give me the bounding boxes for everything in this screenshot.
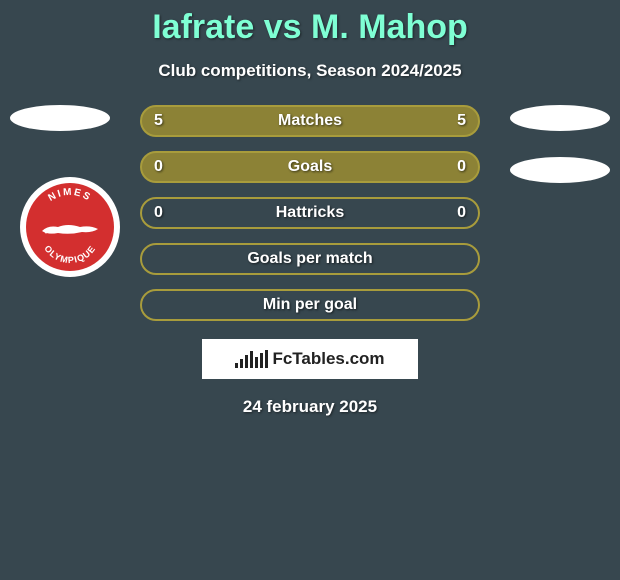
stat-row: 0Goals0 bbox=[140, 151, 480, 183]
stat-row: Min per goal bbox=[140, 289, 480, 321]
page-subtitle: Club competitions, Season 2024/2025 bbox=[0, 61, 620, 81]
stat-label: Matches bbox=[174, 112, 446, 130]
bar-icon bbox=[250, 351, 253, 368]
bar-icon bbox=[260, 353, 263, 368]
stat-right-value: 0 bbox=[446, 158, 466, 176]
bar-icon bbox=[245, 355, 248, 368]
page-title: Iafrate vs M. Mahop bbox=[0, 0, 620, 47]
stat-left-value: 5 bbox=[154, 112, 174, 130]
date-text: 24 february 2025 bbox=[0, 397, 620, 417]
stat-left-value: 0 bbox=[154, 204, 174, 222]
right-ellipse-top-icon bbox=[510, 105, 610, 131]
stat-row: 0Hattricks0 bbox=[140, 197, 480, 229]
left-ellipse-icon bbox=[10, 105, 110, 131]
brand-box: FcTables.com bbox=[202, 339, 418, 379]
content-area: NIMES OLYMPIQUE 5Matches50Goals00Ha bbox=[0, 105, 620, 417]
stat-right-value: 0 bbox=[446, 204, 466, 222]
svg-text:OLYMPIQUE: OLYMPIQUE bbox=[42, 243, 97, 265]
right-ellipse-bottom-icon bbox=[510, 157, 610, 183]
stat-row: 5Matches5 bbox=[140, 105, 480, 137]
bar-icon bbox=[255, 357, 258, 368]
bar-icon bbox=[240, 359, 243, 368]
stat-label: Hattricks bbox=[174, 204, 446, 222]
bar-icon bbox=[265, 350, 268, 368]
stat-left-value: 0 bbox=[154, 158, 174, 176]
stat-label: Goals per match bbox=[174, 250, 446, 268]
bar-icon bbox=[235, 363, 238, 368]
brand-text: FcTables.com bbox=[272, 349, 384, 369]
bar-chart-icon bbox=[235, 350, 268, 368]
badge-arc-bottom-icon: OLYMPIQUE bbox=[26, 183, 114, 271]
stat-rows: 5Matches50Goals00Hattricks0Goals per mat… bbox=[140, 105, 480, 321]
club-badge: NIMES OLYMPIQUE bbox=[20, 177, 120, 277]
stat-row: Goals per match bbox=[140, 243, 480, 275]
stat-right-value: 5 bbox=[446, 112, 466, 130]
stat-label: Min per goal bbox=[174, 296, 446, 314]
stat-label: Goals bbox=[174, 158, 446, 176]
